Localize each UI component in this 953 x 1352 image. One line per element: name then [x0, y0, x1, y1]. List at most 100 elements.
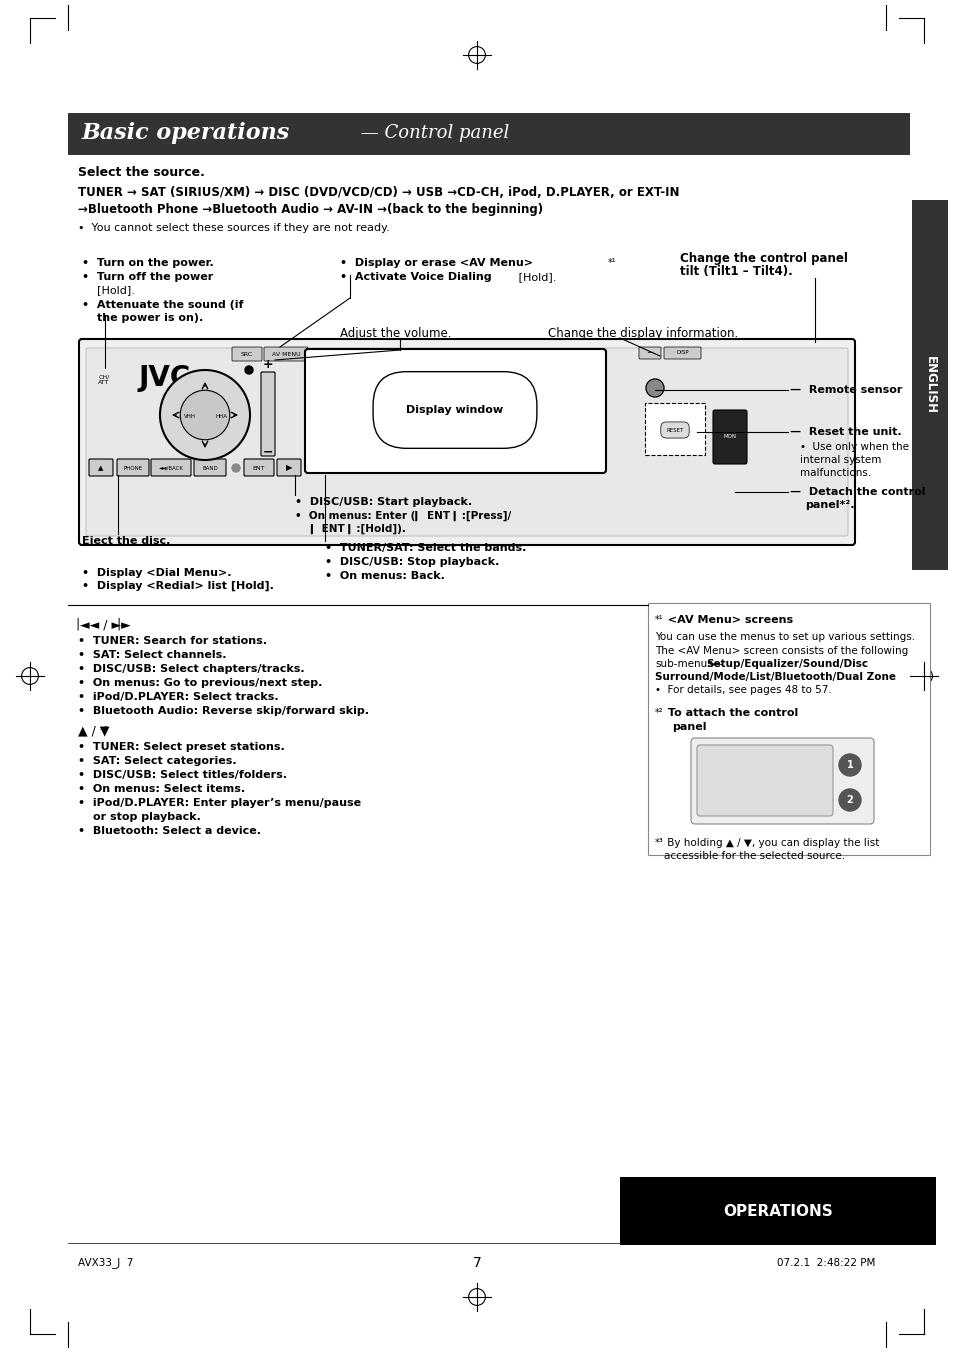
Text: PHONE: PHONE [123, 465, 142, 470]
Text: •  Turn on the power.: • Turn on the power. [82, 258, 213, 268]
Text: Setup/Equalizer/Sound/Disc: Setup/Equalizer/Sound/Disc [705, 658, 867, 669]
FancyBboxPatch shape [276, 458, 301, 476]
Text: DISP: DISP [676, 350, 689, 356]
Text: accessible for the selected source.: accessible for the selected source. [663, 850, 844, 861]
Text: RESET: RESET [666, 427, 683, 433]
Text: internal system: internal system [800, 456, 881, 465]
Text: *¹: *¹ [655, 615, 663, 625]
Text: ENT: ENT [253, 465, 265, 470]
Text: VHH: VHH [184, 414, 195, 419]
Text: •  Display or erase <AV Menu>: • Display or erase <AV Menu> [339, 258, 533, 268]
FancyBboxPatch shape [89, 458, 112, 476]
Text: tilt (Tilt1 – Tilt4).: tilt (Tilt1 – Tilt4). [679, 265, 792, 279]
FancyBboxPatch shape [644, 403, 704, 456]
FancyBboxPatch shape [261, 372, 274, 456]
FancyBboxPatch shape [639, 347, 660, 360]
Text: malfunctions.: malfunctions. [800, 468, 870, 479]
Text: sub-menus—: sub-menus— [655, 658, 722, 669]
Text: •  On menus: Back.: • On menus: Back. [325, 571, 444, 581]
Text: 07.2.1  2:48:22 PM: 07.2.1 2:48:22 PM [776, 1257, 874, 1268]
Text: ENGLISH: ENGLISH [923, 356, 936, 414]
Text: OPERATIONS: OPERATIONS [722, 1203, 832, 1218]
Text: You can use the menus to set up various settings.: You can use the menus to set up various … [655, 631, 914, 642]
Text: •  You cannot select these sources if they are not ready.: • You cannot select these sources if the… [78, 223, 390, 233]
Text: •  Turn off the power: • Turn off the power [82, 272, 213, 283]
Circle shape [838, 790, 861, 811]
Text: •  DISC/USB: Select chapters/tracks.: • DISC/USB: Select chapters/tracks. [78, 664, 304, 675]
FancyBboxPatch shape [193, 458, 226, 476]
Text: ▎ ENT ▎:[Hold]).: ▎ ENT ▎:[Hold]). [310, 525, 405, 534]
FancyBboxPatch shape [619, 1178, 935, 1245]
FancyBboxPatch shape [232, 347, 262, 361]
Text: •  TUNER/SAT: Select the bands.: • TUNER/SAT: Select the bands. [325, 544, 526, 553]
Text: *²: *² [655, 708, 663, 718]
Text: •  On menus: Select items.: • On menus: Select items. [78, 784, 245, 794]
FancyBboxPatch shape [911, 200, 947, 571]
Text: —  Detach the control: — Detach the control [789, 487, 924, 498]
Text: Basic operations: Basic operations [82, 122, 290, 145]
Circle shape [180, 391, 230, 439]
Text: SRC: SRC [240, 352, 253, 357]
FancyBboxPatch shape [663, 347, 700, 360]
Text: To attach the control: To attach the control [663, 708, 798, 718]
Text: Surround/Mode/List/Bluetooth/Dual Zone: Surround/Mode/List/Bluetooth/Dual Zone [655, 672, 895, 681]
Text: •  SAT: Select categories.: • SAT: Select categories. [78, 756, 236, 767]
Text: +: + [262, 358, 273, 372]
Text: Select the source.: Select the source. [78, 166, 205, 180]
Circle shape [232, 464, 240, 472]
Text: HHA: HHA [215, 414, 228, 419]
FancyBboxPatch shape [117, 458, 149, 476]
Text: •  SAT: Select channels.: • SAT: Select channels. [78, 650, 226, 660]
Text: Display window: Display window [406, 406, 503, 415]
Circle shape [838, 754, 861, 776]
FancyBboxPatch shape [151, 458, 191, 476]
Text: *¹: *¹ [607, 258, 616, 268]
Text: •  Display <Dial Menu>.: • Display <Dial Menu>. [82, 568, 232, 579]
Text: [Hold].: [Hold]. [515, 272, 556, 283]
Text: •  On menus: Enter (▎ ENT ▎:[Press]/: • On menus: Enter (▎ ENT ▎:[Press]/ [294, 511, 511, 522]
Text: •  Attenuate the sound (if: • Attenuate the sound (if [82, 300, 243, 310]
Text: <AV Menu> screens: <AV Menu> screens [663, 615, 792, 625]
Text: Change the control panel: Change the control panel [679, 251, 847, 265]
Text: •  Bluetooth: Select a device.: • Bluetooth: Select a device. [78, 826, 261, 836]
Text: JVC: JVC [139, 364, 191, 392]
Text: −: − [262, 446, 273, 458]
Text: the power is on).: the power is on). [97, 314, 203, 323]
Text: Eject the disc.: Eject the disc. [82, 535, 171, 546]
Text: ▲: ▲ [98, 465, 104, 470]
Text: •  DISC/USB: Stop playback.: • DISC/USB: Stop playback. [325, 557, 498, 566]
Text: •  DISC/USB: Start playback.: • DISC/USB: Start playback. [294, 498, 472, 507]
Text: panel: panel [671, 722, 706, 731]
FancyBboxPatch shape [647, 603, 929, 854]
Text: ◄◄ / ►►: ◄◄ / ►► [80, 618, 131, 631]
Text: —  Remote sensor: — Remote sensor [789, 385, 902, 395]
Text: 2: 2 [845, 795, 853, 804]
Text: *³: *³ [100, 726, 109, 735]
Text: AV MENU: AV MENU [272, 352, 300, 357]
Text: •  On menus: Go to previous/next step.: • On menus: Go to previous/next step. [78, 677, 322, 688]
Circle shape [645, 379, 663, 397]
FancyBboxPatch shape [712, 410, 746, 464]
Text: —  Reset the unit.: — Reset the unit. [789, 427, 901, 437]
Text: ▶: ▶ [286, 464, 292, 472]
FancyBboxPatch shape [697, 745, 832, 817]
Text: ◄◄/BACK: ◄◄/BACK [158, 465, 183, 470]
Text: CH/
ATT: CH/ ATT [98, 375, 110, 385]
Text: The <AV Menu> screen consists of the following: The <AV Menu> screen consists of the fol… [655, 646, 907, 656]
FancyBboxPatch shape [86, 347, 847, 535]
FancyBboxPatch shape [305, 349, 605, 473]
Text: •  For details, see pages 48 to 57.: • For details, see pages 48 to 57. [655, 685, 831, 695]
Text: BAND: BAND [202, 465, 217, 470]
Text: ▲ / ▼: ▲ / ▼ [78, 725, 110, 737]
Circle shape [160, 370, 250, 460]
Text: •  TUNER: Select preset stations.: • TUNER: Select preset stations. [78, 742, 284, 752]
Text: •  Display <Redial> list [Hold].: • Display <Redial> list [Hold]. [82, 581, 274, 591]
FancyBboxPatch shape [690, 738, 873, 823]
Text: |: | [75, 618, 79, 631]
Text: 1: 1 [845, 760, 853, 771]
Text: TUNER → SAT (SIRIUS/XM) → DISC (DVD/VCD/CD) → USB →CD-CH, iPod, D.PLAYER, or EXT: TUNER → SAT (SIRIUS/XM) → DISC (DVD/VCD/… [78, 185, 679, 199]
Text: By holding ▲ / ▼, you can display the list: By holding ▲ / ▼, you can display the li… [663, 838, 879, 848]
FancyBboxPatch shape [244, 458, 274, 476]
Text: →Bluetooth Phone →Bluetooth Audio → AV-IN →(back to the beginning): →Bluetooth Phone →Bluetooth Audio → AV-I… [78, 204, 542, 216]
Text: [Hold].: [Hold]. [97, 285, 134, 295]
